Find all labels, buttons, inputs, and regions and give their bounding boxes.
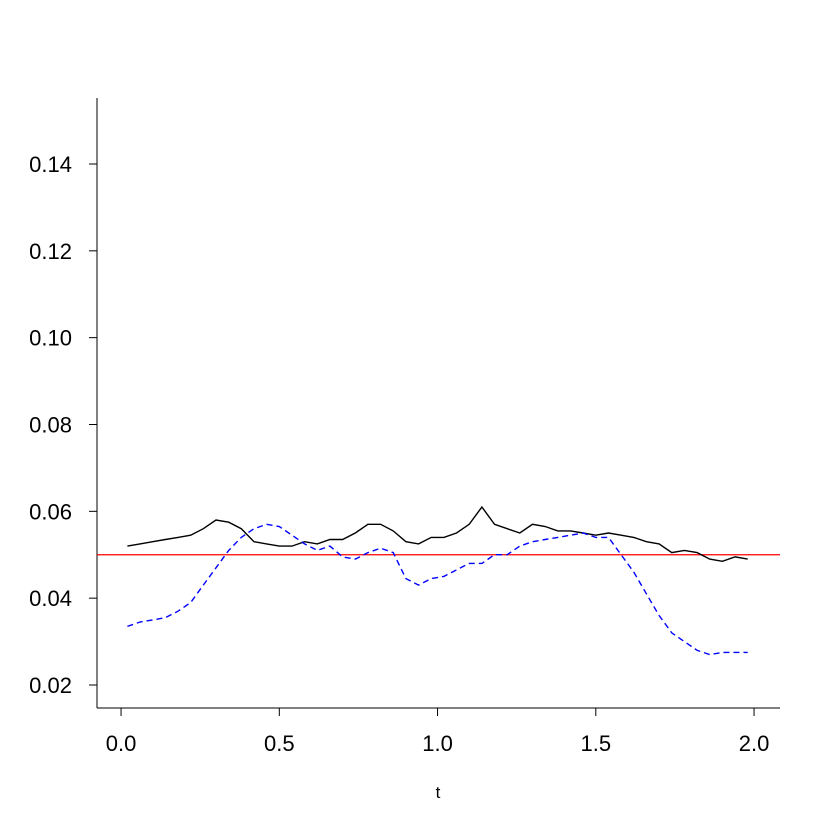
y-tick-label: 0.06 (29, 499, 72, 524)
x-tick-label: 0.5 (264, 731, 295, 756)
x-tick-label: 2.0 (739, 731, 770, 756)
series-line (127, 523, 748, 656)
x-axis-label: t (436, 783, 441, 802)
y-tick-label: 0.08 (29, 412, 72, 437)
y-tick-label: 0.14 (29, 152, 72, 177)
x-tick-label: 1.5 (581, 731, 612, 756)
y-tick-label: 0.02 (29, 673, 72, 698)
y-tick-label: 0.12 (29, 239, 72, 264)
series-line (127, 505, 748, 563)
x-tick-label: 1.0 (422, 731, 453, 756)
y-tick-label: 0.04 (29, 586, 72, 611)
y-tick-label: 0.10 (29, 326, 72, 351)
x-tick-label: 0.0 (106, 731, 137, 756)
